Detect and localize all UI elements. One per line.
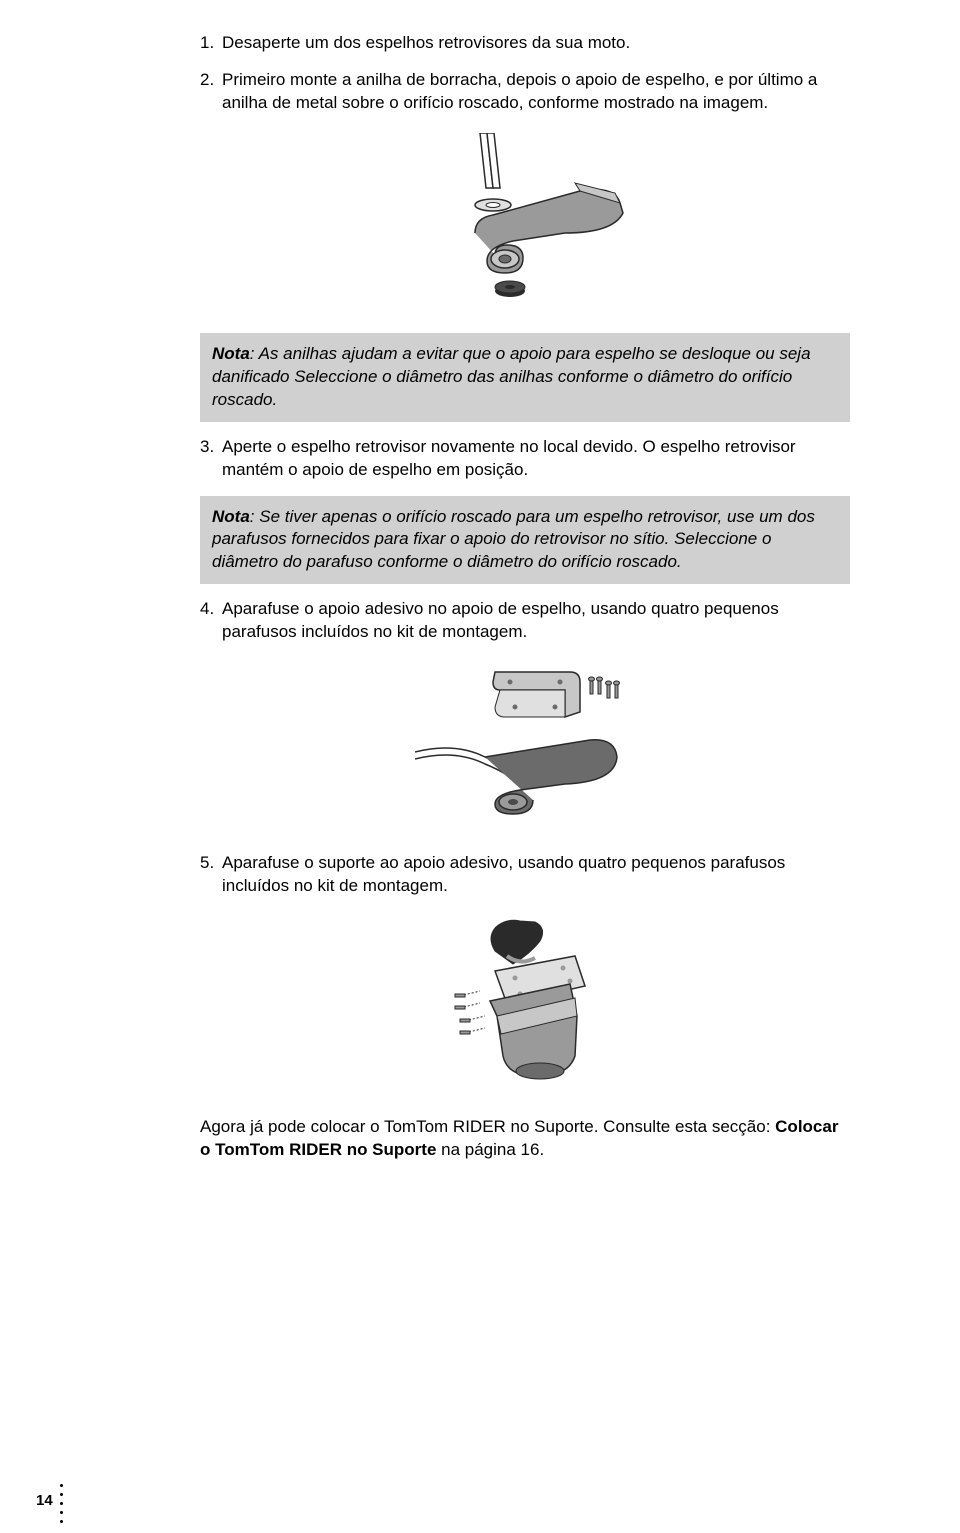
note-2-text: : Se tiver apenas o orifício roscado par… bbox=[212, 507, 815, 572]
note-1-text: : As anilhas ajudam a evitar que o apoio… bbox=[212, 344, 811, 409]
note-1-label: Nota bbox=[212, 344, 250, 363]
step-3-text: Aperte o espelho retrovisor novamente no… bbox=[222, 436, 850, 482]
step-5-text: Aparafuse o suporte ao apoio adesivo, us… bbox=[222, 852, 850, 898]
step-4: 4. Aparafuse o apoio adesivo no apoio de… bbox=[200, 598, 850, 644]
step-3: 3. Aperte o espelho retrovisor novamente… bbox=[200, 436, 850, 482]
step-1-text: Desaperte um dos espelhos retrovisores d… bbox=[222, 32, 850, 55]
step-2: 2. Primeiro monte a anilha de borracha, … bbox=[200, 69, 850, 115]
step-3-number: 3. bbox=[200, 436, 222, 482]
final-pre: Agora já pode colocar o TomTom RIDER no … bbox=[200, 1117, 775, 1136]
step-5: 5. Aparafuse o suporte ao apoio adesivo,… bbox=[200, 852, 850, 898]
step-2-number: 2. bbox=[200, 69, 222, 115]
step-4-text: Aparafuse o apoio adesivo no apoio de es… bbox=[222, 598, 850, 644]
adhesive-mount-assembly-icon bbox=[415, 662, 635, 822]
page-number: 14 bbox=[36, 1492, 53, 1509]
step-1: 1. Desaperte um dos espelhos retrovisore… bbox=[200, 32, 850, 55]
note-2: Nota: Se tiver apenas o orifício roscado… bbox=[200, 496, 850, 585]
page-dots-decoration bbox=[60, 1484, 63, 1523]
figure-2 bbox=[200, 662, 850, 822]
step-4-number: 4. bbox=[200, 598, 222, 644]
final-post: na página 16. bbox=[436, 1140, 544, 1159]
figure-1 bbox=[200, 133, 850, 303]
step-2-text: Primeiro monte a anilha de borracha, dep… bbox=[222, 69, 850, 115]
note-2-label: Nota bbox=[212, 507, 250, 526]
mirror-mount-exploded-icon bbox=[415, 133, 635, 303]
holder-assembly-icon bbox=[435, 916, 615, 1086]
note-1: Nota: As anilhas ajudam a evitar que o a… bbox=[200, 333, 850, 422]
step-1-number: 1. bbox=[200, 32, 222, 55]
step-5-number: 5. bbox=[200, 852, 222, 898]
final-paragraph: Agora já pode colocar o TomTom RIDER no … bbox=[200, 1116, 850, 1162]
figure-3 bbox=[200, 916, 850, 1086]
